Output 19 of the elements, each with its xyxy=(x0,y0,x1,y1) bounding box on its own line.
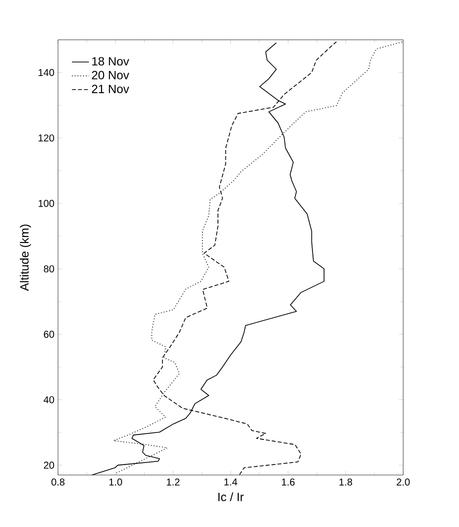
x-tick-label: 1.8 xyxy=(339,478,352,486)
y-tick-label: 60 xyxy=(44,330,54,338)
y-tick-label: 40 xyxy=(44,396,54,404)
y-tick-label: 20 xyxy=(44,462,54,469)
y-tick-label: 80 xyxy=(44,265,54,272)
x-tick-label: 1.4 xyxy=(224,478,238,486)
y-axis-title: Altitude (km) xyxy=(20,224,32,291)
y-tick-label: 140 xyxy=(38,69,54,76)
x-axis-title: Ic / Ir xyxy=(218,492,244,502)
legend-label: 18 Nov xyxy=(92,57,130,66)
x-tick-label: 1.0 xyxy=(109,478,122,486)
legend-label: 20 Nov xyxy=(92,70,130,80)
y-tick-label: 100 xyxy=(38,200,54,207)
x-tick-label: 1.2 xyxy=(166,478,180,486)
legend-label: 21 Nov xyxy=(92,84,130,94)
x-tick-label: 2.0 xyxy=(396,478,410,486)
y-tick-label: 120 xyxy=(38,134,54,142)
x-tick-label: 0.8 xyxy=(51,478,64,486)
x-tick-label: 1.6 xyxy=(282,478,295,486)
